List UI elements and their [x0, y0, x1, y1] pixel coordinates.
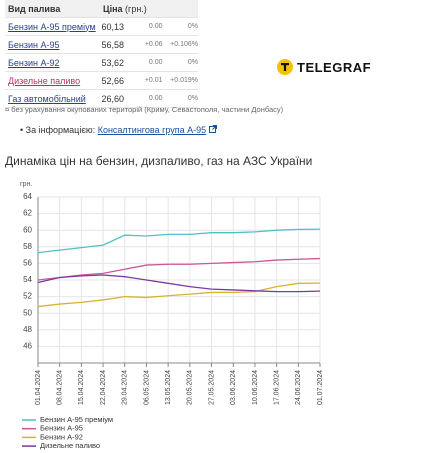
table-cell: 0.00 [139, 59, 163, 66]
table-cell: +0.01 [139, 77, 163, 84]
y-tick-label: 62 [23, 209, 32, 218]
table-cell: +0.019% [163, 77, 198, 84]
table-cell: 53,62 [102, 58, 139, 68]
header-cell: Вид палива [8, 3, 61, 14]
table-cell: 0% [163, 95, 198, 102]
logo-text: TELEGRAF [297, 59, 372, 75]
x-tick-label: 01.07.2024 [317, 370, 324, 405]
logo: TELEGRAF [277, 59, 371, 75]
table-cell: 0.00 [139, 23, 163, 30]
source: • За інформацією: Консалтингова група А-… [20, 125, 217, 135]
legend-label: Бензин А-92 [40, 432, 83, 441]
cell-text: +0.06 [144, 41, 163, 48]
cell-text: +0.106% [170, 41, 198, 48]
y-tick-label: 60 [23, 225, 32, 234]
header-cell: Ціна (грн.) [103, 4, 198, 14]
table-cell: 0% [163, 23, 198, 30]
cell-text: 0% [187, 23, 198, 30]
x-tick-label: 24.06.2024 [295, 370, 302, 405]
table-cell: 52,66 [102, 76, 139, 86]
x-tick-label: 22.04.2024 [100, 370, 107, 405]
cell-text: 0.00 [148, 59, 163, 66]
y-tick-label: 46 [23, 342, 32, 351]
table-cell: Газ автомобільний [5, 94, 102, 104]
series-line [37, 274, 321, 293]
fuel-link[interactable]: Бензин А-92 [8, 57, 60, 68]
header-text: Ціна [103, 3, 123, 14]
cell-text: 0.00 [148, 23, 163, 30]
x-tick-label: 13.05.2024 [165, 370, 172, 405]
table-row: Бензин А-95 56,58 +0.06 +0.106% [5, 36, 198, 54]
y-tick-label: 54 [23, 275, 32, 284]
external-icon [208, 125, 217, 133]
fuel-link[interactable]: Газ автомобільний [8, 93, 86, 104]
x-tick-label: 20.05.2024 [187, 370, 194, 405]
table-cell: Дизельне паливо [5, 76, 102, 86]
cell-text: 0% [187, 59, 198, 66]
cell-text: 26,60 [101, 93, 125, 104]
fuel-link[interactable]: Бензин А-95 [8, 39, 60, 50]
table-cell: +0.06 [139, 41, 163, 48]
x-tick-label: 08.04.2024 [57, 370, 64, 405]
table-cell: Бензин А-95 [5, 40, 102, 50]
table-cell: 26,60 [102, 94, 139, 104]
logo-icon [277, 59, 293, 75]
table-cell: 60,13 [102, 22, 139, 32]
cell-text: 53,62 [101, 57, 125, 68]
price-table: Вид палива Ціна (грн.) Бензин А-95 премі… [5, 0, 198, 108]
legend-label: Бензин А-95 преміум [40, 415, 113, 424]
x-tick-label: 01.04.2024 [35, 370, 42, 405]
cell-text: 0% [187, 95, 198, 102]
cell-text: 60,13 [101, 21, 125, 32]
table-cell: 0.00 [139, 95, 163, 102]
y-tick-label: 48 [23, 325, 32, 334]
series-line [37, 282, 321, 308]
y-tick-label: 64 [23, 192, 32, 201]
note: ¤ без урахування окупованих територій (К… [5, 105, 284, 114]
source-label: За інформацією: [25, 125, 96, 135]
legend-label: Дизельне паливо [40, 441, 100, 450]
y-tick-label: 56 [23, 259, 32, 268]
header-unit: (грн.) [125, 3, 147, 14]
x-tick-label: 17.06.2024 [273, 370, 280, 405]
table-row: Бензин А-92 53,62 0.00 0% [5, 54, 198, 72]
table-header: Вид палива Ціна (грн.) [5, 0, 198, 18]
chart: Динаміка цін на бензин, дизпаливо, газ н… [5, 154, 324, 450]
fuel-link[interactable]: Дизельне паливо [8, 75, 81, 86]
table-cell: 56,58 [102, 40, 139, 50]
table-cell: Бензин А-92 [5, 58, 102, 68]
fuel-link[interactable]: Бензин А-95 преміум [8, 21, 96, 32]
table-row: Дизельне паливо 52,66 +0.01 +0.019% [5, 72, 198, 90]
cell-text: +0.019% [170, 77, 198, 84]
cell-text: +0.01 [144, 77, 163, 84]
series-line [37, 228, 321, 254]
table-body: Бензин А-95 преміум 60,13 0.00 0% Бензин А-9… [5, 18, 198, 108]
y-tick-label: 50 [23, 308, 32, 317]
x-tick-label: 06.05.2024 [143, 370, 150, 405]
cell-text: 52,66 [101, 75, 125, 86]
series-line [37, 257, 321, 281]
table-cell: Бензин А-95 преміум [5, 22, 102, 32]
chart-title: Динаміка цін на бензин, дизпаливо, газ н… [5, 154, 312, 168]
cell-text: 56,58 [101, 39, 125, 50]
y-tick-label: 58 [23, 242, 32, 251]
source-link[interactable]: Консалтингова група А-95 [97, 125, 207, 135]
x-tick-label: 15.04.2024 [78, 370, 85, 405]
x-tick-label: 29.04.2024 [122, 370, 129, 405]
x-tick-label: 10.06.2024 [252, 370, 259, 405]
table-row: Газ автомобільний 26,60 0.00 0% [5, 90, 198, 108]
cell-text: 0.00 [148, 95, 163, 102]
x-tick-label: 27.05.2024 [208, 370, 215, 405]
x-tick-label: 03.06.2024 [230, 370, 237, 405]
legend-label: Бензин А-95 [40, 424, 83, 433]
table-row: Бензин А-95 преміум 60,13 0.00 0% [5, 18, 198, 36]
table-cell: +0.106% [163, 41, 198, 48]
y-tick-label: 52 [23, 292, 32, 301]
table-cell: 0% [163, 59, 198, 66]
note-text: без урахування окупованих територій (Кри… [11, 105, 284, 114]
y-axis-label: грн. [20, 181, 32, 188]
